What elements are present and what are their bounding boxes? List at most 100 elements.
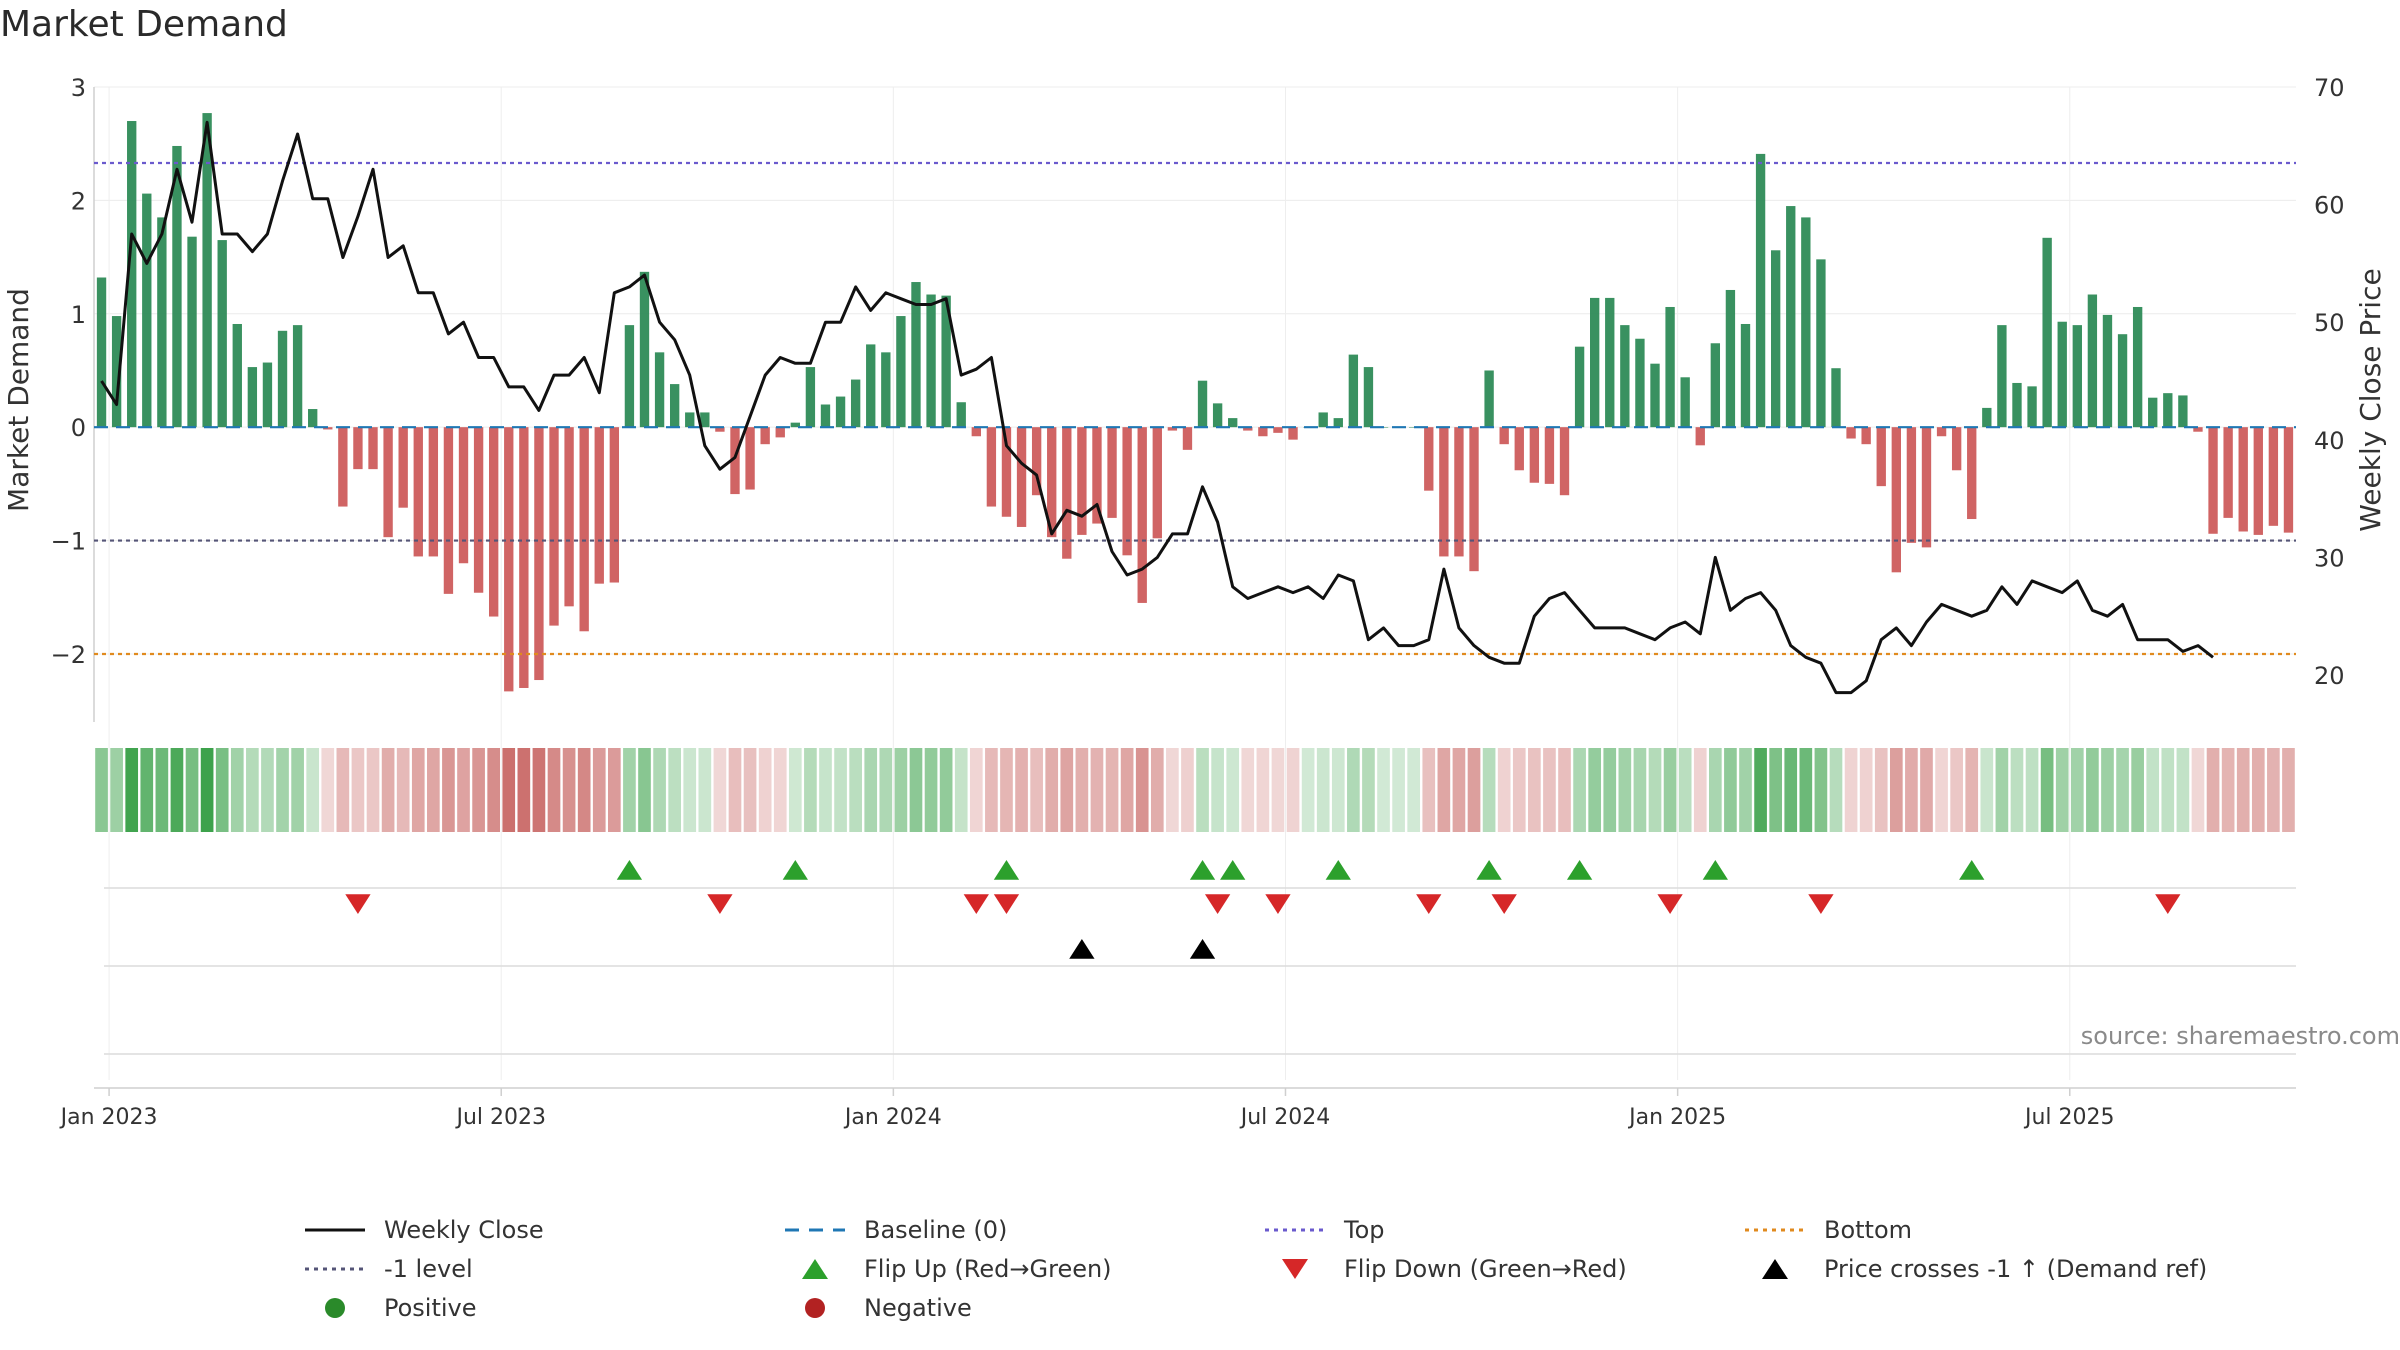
heatmap-cell (1452, 748, 1466, 832)
price-cross-marker (1069, 939, 1095, 959)
legend-label: Bottom (1824, 1215, 1913, 1244)
heatmap-cell (1905, 748, 1918, 832)
line-legend-icon (300, 1214, 370, 1245)
price-cross-marker (1189, 939, 1216, 959)
heatmap-cell (200, 748, 214, 832)
heatmap-cell (1286, 748, 1300, 832)
demand-bar (1755, 153, 1766, 428)
heatmap-cell (1226, 748, 1240, 832)
demand-bar (1936, 427, 1947, 437)
heatmap-cell (411, 748, 425, 832)
demand-bar (2238, 427, 2248, 532)
demand-bar (2148, 397, 2158, 428)
demand-bar (926, 294, 936, 428)
heatmap-cell (366, 748, 380, 832)
heatmap-cell (472, 748, 485, 832)
demand-bar (1620, 325, 1630, 428)
demand-bar (2087, 294, 2098, 428)
heatmap-cell (1693, 748, 1707, 832)
heatmap-cell (1015, 748, 1028, 832)
demand-bar (1514, 427, 1524, 471)
demand-bar (1333, 418, 1343, 428)
heatmap-cell (698, 748, 712, 832)
demand-bar (1967, 427, 1977, 520)
demand-bar (2012, 382, 2022, 428)
heatmap-cell (849, 748, 862, 832)
heatmap-cell (562, 748, 576, 832)
demand-bar (1424, 427, 1434, 491)
weekly-close-line (100, 120, 2214, 695)
heatmap-cell (215, 748, 229, 832)
heatmap-cell (381, 748, 395, 832)
demand-bar (790, 422, 800, 428)
demand-bar (519, 427, 529, 688)
legend-label: Price crosses -1 ↑ (Demand ref) (1824, 1254, 2208, 1283)
demand-bar (1846, 427, 1856, 439)
demand-bar (111, 316, 122, 428)
dotted-legend-icon (1740, 1214, 1810, 1245)
heatmap-cell (1739, 748, 1752, 832)
heatmap-cell (2101, 748, 2114, 832)
heatmap-cell (547, 748, 561, 832)
heatmap-cell (638, 748, 651, 832)
heatmap-cell (1347, 748, 1360, 832)
heatmap-cell (1377, 748, 1390, 832)
demand-bar (1228, 418, 1238, 428)
heatmap-cell (396, 748, 410, 832)
demand-bar (1182, 427, 1193, 450)
y-tick-label-left: 3 (71, 74, 86, 102)
demand-bar (1348, 354, 1359, 428)
demand-bar (1801, 217, 1811, 428)
heatmap-cell (788, 748, 802, 832)
demand-bar (292, 325, 303, 428)
flip-down-marker (1416, 894, 1442, 914)
heatmap-cell (1241, 748, 1255, 832)
flip-down-marker (1265, 894, 1291, 914)
demand-bar (2253, 427, 2263, 535)
heatmap-cell (185, 748, 199, 832)
flip-up-marker (1325, 860, 1351, 880)
heatmap-cell (713, 748, 727, 832)
heatmap-cell (1920, 748, 1933, 832)
demand-bar (775, 427, 785, 438)
heatmap-cell (261, 748, 274, 832)
heatmap-cell (1663, 748, 1677, 832)
x-tick-label: Jan 2025 (1627, 1105, 1726, 1130)
demand-bar (1273, 427, 1283, 433)
demand-bar (458, 427, 469, 564)
demand-bar (1861, 427, 1871, 445)
demand-bar (1605, 297, 1615, 428)
y-tick-label-right: 20 (2314, 662, 2345, 690)
heatmap-cell (879, 748, 893, 832)
demand-bar (1212, 403, 1223, 428)
demand-bar (745, 427, 755, 490)
legend-label: Flip Down (Green→Red) (1344, 1254, 1627, 1283)
legend-item: Negative (780, 1292, 1260, 1323)
demand-bar (1635, 338, 1645, 428)
heatmap-cell (1950, 748, 1963, 832)
heatmap-cell (1844, 748, 1858, 832)
heatmap-cell (924, 748, 938, 832)
heatmap-cell (1497, 748, 1511, 832)
y-axis-title-left: Market Demand (2, 288, 35, 512)
demand-bar (398, 427, 408, 508)
demand-bar (700, 412, 710, 428)
heatmap-cell (1814, 748, 1828, 832)
heatmap-cell (1437, 748, 1451, 832)
heatmap-cell (2176, 748, 2190, 832)
heatmap-cell (1935, 748, 1948, 832)
demand-bar (2223, 427, 2233, 518)
heatmap-cell (1543, 748, 1556, 832)
heatmap-cell (1301, 748, 1315, 832)
demand-bar (715, 427, 725, 432)
y-tick-label-right: 70 (2314, 74, 2345, 102)
demand-bar (2178, 395, 2188, 428)
legend-label: -1 level (384, 1254, 473, 1283)
demand-bar (534, 427, 544, 681)
heatmap-cell (1331, 748, 1345, 832)
triangle-down-legend-icon (1260, 1253, 1330, 1284)
demand-bar (1318, 412, 1328, 428)
demand-bar (368, 427, 378, 470)
demand-bar (1921, 427, 1932, 548)
demand-bar (594, 427, 604, 584)
